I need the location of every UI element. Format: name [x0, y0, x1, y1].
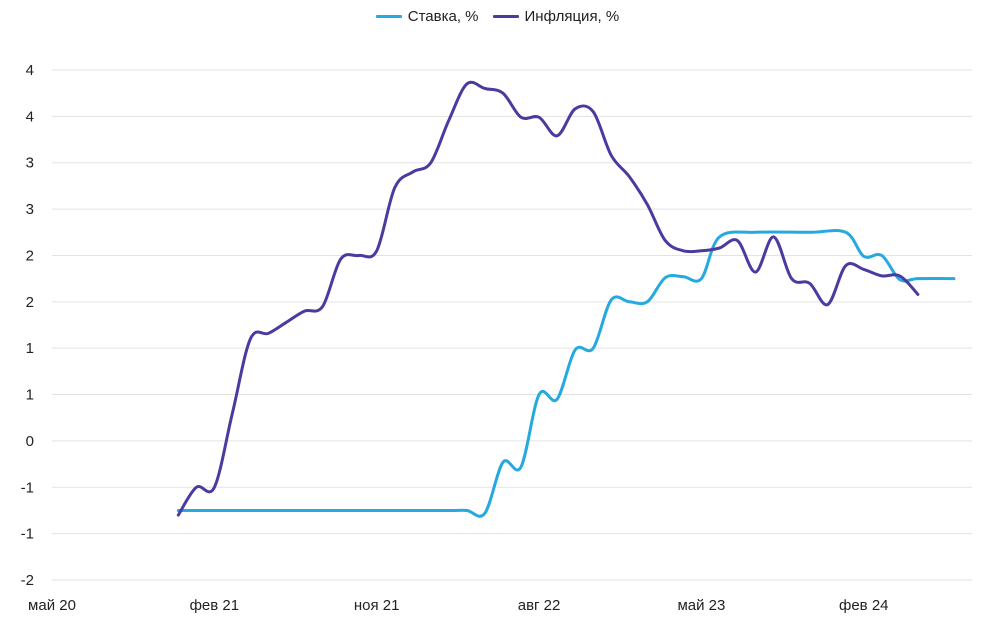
x-tick-label: май 23 [677, 597, 725, 614]
y-tick-label: 1 [26, 387, 34, 404]
grid-lines [52, 69, 972, 581]
legend-label-inflation: Инфляция, % [524, 8, 620, 25]
y-tick-label: 3 [26, 201, 34, 218]
y-tick-label: 1 [26, 340, 34, 357]
x-tick-label: фев 21 [190, 597, 240, 614]
series-line-rate [176, 229, 956, 518]
series-lines [176, 80, 956, 518]
y-axis-ticks: -2 -1 -1 0 1 1 2 2 3 3 4 4 [21, 62, 34, 589]
legend-item-inflation: Инфляция, % [492, 8, 620, 25]
legend-swatch-rate [375, 15, 402, 18]
y-tick-label: 0 [26, 433, 34, 450]
chart-legend: Ставка, % Инфляция, % [0, 8, 995, 25]
y-tick-label: 4 [26, 108, 34, 125]
y-tick-label: -2 [21, 572, 34, 589]
y-tick-label: -1 [21, 526, 34, 543]
y-tick-label: 2 [26, 247, 34, 264]
legend-item-rate: Ставка, % [375, 8, 479, 25]
y-tick-label: 4 [26, 62, 34, 79]
x-tick-label: фев 24 [839, 597, 889, 614]
series-line-inflation [176, 80, 920, 517]
y-tick-label: 2 [26, 294, 34, 311]
y-tick-label: -1 [21, 479, 34, 496]
x-tick-label: май 20 [28, 597, 76, 614]
x-tick-label: ноя 21 [354, 597, 400, 614]
legend-label-rate: Ставка, % [407, 8, 479, 25]
y-tick-label: 3 [26, 155, 34, 172]
legend-swatch-inflation [492, 15, 519, 18]
x-tick-label: авг 22 [518, 597, 561, 614]
x-axis-ticks: май 20 фев 21 ноя 21 авг 22 май 23 фев 24 [28, 597, 888, 614]
